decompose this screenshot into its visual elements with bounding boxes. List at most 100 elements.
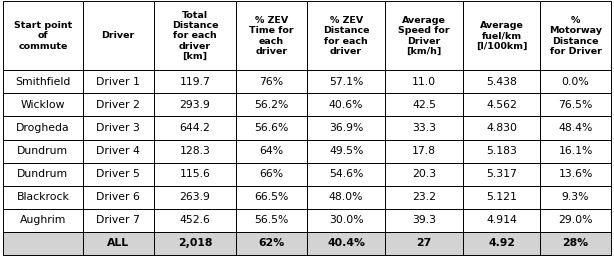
Bar [154, 116, 236, 140]
Text: 13.6%: 13.6% [558, 169, 593, 179]
Text: 29.0%: 29.0% [558, 215, 593, 225]
Bar [307, 116, 386, 140]
Text: 9.3%: 9.3% [562, 192, 589, 202]
Bar [307, 163, 386, 186]
Text: 128.3: 128.3 [179, 146, 211, 156]
Bar [540, 163, 611, 186]
Bar [83, 163, 154, 186]
Text: 48.0%: 48.0% [329, 192, 363, 202]
Text: % ZEV
Time for
each
driver: % ZEV Time for each driver [249, 16, 294, 56]
Text: Driver 3: Driver 3 [96, 123, 140, 133]
Text: 4.914: 4.914 [486, 215, 517, 225]
Bar [236, 93, 307, 116]
Bar [83, 232, 154, 255]
Bar [83, 186, 154, 209]
Bar [83, 1, 154, 70]
Text: 27: 27 [416, 238, 432, 248]
Bar [463, 1, 540, 70]
Bar [83, 140, 154, 163]
Bar [386, 116, 463, 140]
Bar [154, 1, 236, 70]
Text: 62%: 62% [258, 238, 285, 248]
Text: 40.4%: 40.4% [327, 238, 365, 248]
Bar [236, 209, 307, 232]
Bar [463, 70, 540, 93]
Bar [3, 209, 83, 232]
Bar [3, 116, 83, 140]
Text: Drogheda: Drogheda [16, 123, 70, 133]
Text: 39.3: 39.3 [412, 215, 436, 225]
Bar [3, 70, 83, 93]
Bar [386, 140, 463, 163]
Text: 56.6%: 56.6% [254, 123, 289, 133]
Bar [236, 116, 307, 140]
Text: 2,018: 2,018 [177, 238, 212, 248]
Text: ALL: ALL [107, 238, 130, 248]
Text: 66.5%: 66.5% [254, 192, 289, 202]
Bar [83, 209, 154, 232]
Text: 23.2: 23.2 [412, 192, 436, 202]
Text: Blackrock: Blackrock [17, 192, 69, 202]
Text: 4.562: 4.562 [486, 100, 517, 110]
Bar [463, 232, 540, 255]
Text: 48.4%: 48.4% [558, 123, 593, 133]
Bar [463, 209, 540, 232]
Text: Aughrim: Aughrim [20, 215, 66, 225]
Text: 40.6%: 40.6% [329, 100, 363, 110]
Bar [540, 140, 611, 163]
Text: 5.438: 5.438 [486, 77, 517, 87]
Bar [307, 140, 386, 163]
Bar [307, 1, 386, 70]
Bar [386, 209, 463, 232]
Bar [463, 163, 540, 186]
Text: 57.1%: 57.1% [329, 77, 363, 87]
Text: 293.9: 293.9 [179, 100, 211, 110]
Text: Driver 5: Driver 5 [96, 169, 140, 179]
Text: Total
Distance
for each
driver
[km]: Total Distance for each driver [km] [172, 10, 218, 61]
Text: Start point
of
commute: Start point of commute [14, 21, 72, 51]
Text: 56.5%: 56.5% [254, 215, 289, 225]
Bar [154, 186, 236, 209]
Bar [3, 140, 83, 163]
Text: 17.8: 17.8 [412, 146, 436, 156]
Bar [540, 93, 611, 116]
Text: 115.6: 115.6 [179, 169, 211, 179]
Bar [236, 1, 307, 70]
Text: 11.0: 11.0 [412, 77, 436, 87]
Text: 28%: 28% [562, 238, 589, 248]
Bar [154, 93, 236, 116]
Text: 64%: 64% [260, 146, 284, 156]
Bar [154, 70, 236, 93]
Text: 66%: 66% [260, 169, 284, 179]
Text: Driver 7: Driver 7 [96, 215, 140, 225]
Bar [463, 116, 540, 140]
Text: 5.317: 5.317 [486, 169, 517, 179]
Bar [463, 93, 540, 116]
Bar [307, 93, 386, 116]
Text: Dundrum: Dundrum [17, 169, 69, 179]
Text: %
Motorway
Distance
for Driver: % Motorway Distance for Driver [549, 16, 602, 56]
Text: 76.5%: 76.5% [558, 100, 593, 110]
Bar [540, 70, 611, 93]
Text: Average
fuel/km
[l/100km]: Average fuel/km [l/100km] [476, 21, 527, 51]
Bar [236, 232, 307, 255]
Text: 452.6: 452.6 [179, 215, 211, 225]
Text: Driver 1: Driver 1 [96, 77, 140, 87]
Bar [540, 209, 611, 232]
Bar [540, 1, 611, 70]
Text: Driver 2: Driver 2 [96, 100, 140, 110]
Bar [540, 232, 611, 255]
Bar [154, 140, 236, 163]
Text: 644.2: 644.2 [179, 123, 211, 133]
Text: 30.0%: 30.0% [329, 215, 363, 225]
Text: Average
Speed for
Driver
[km/h]: Average Speed for Driver [km/h] [398, 16, 450, 56]
Bar [3, 1, 83, 70]
Bar [154, 232, 236, 255]
Bar [540, 116, 611, 140]
Text: 119.7: 119.7 [179, 77, 211, 87]
Bar [236, 186, 307, 209]
Bar [236, 163, 307, 186]
Bar [463, 140, 540, 163]
Text: Smithfield: Smithfield [15, 77, 71, 87]
Bar [236, 70, 307, 93]
